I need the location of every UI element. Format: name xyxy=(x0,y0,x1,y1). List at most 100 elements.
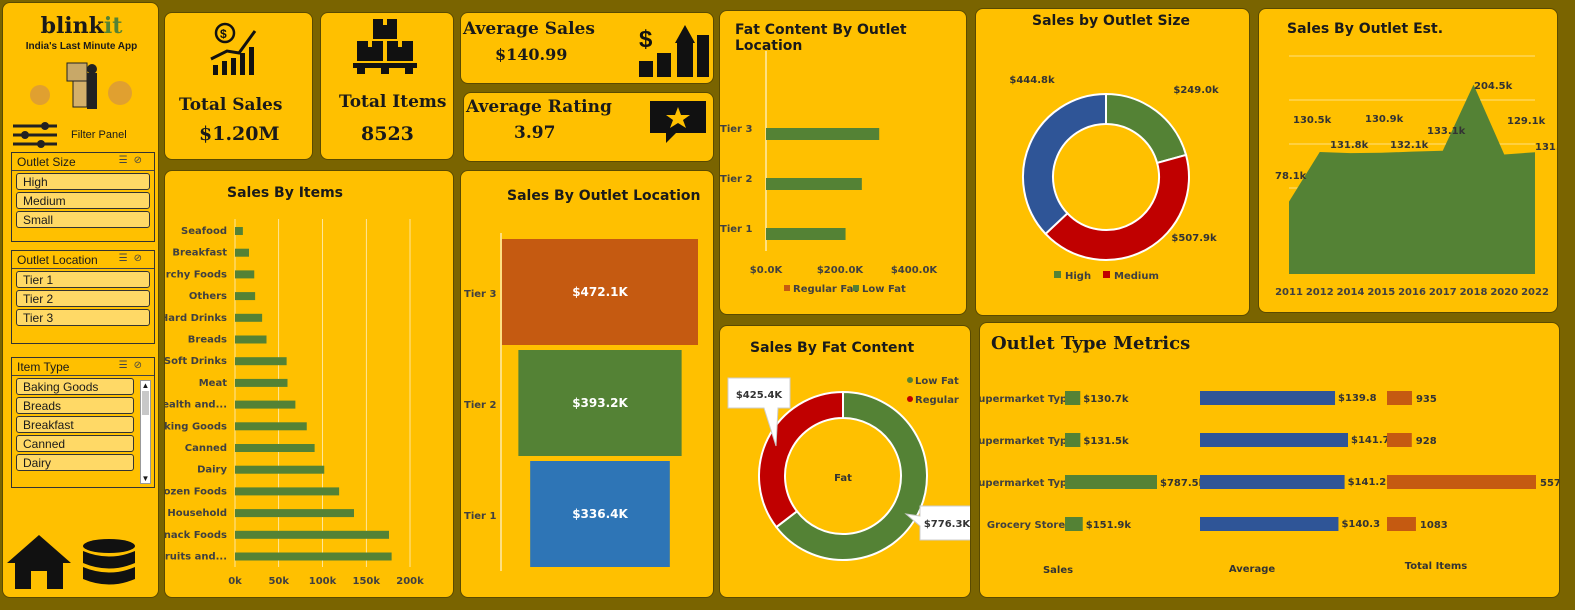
donut-slice xyxy=(758,390,844,529)
bar xyxy=(235,530,389,539)
sales-growth-icon: $ xyxy=(210,22,257,75)
data-label: 133.1k xyxy=(1427,126,1466,137)
data-label: $141.7 xyxy=(1351,435,1390,446)
bar xyxy=(530,461,670,567)
slicer-item-dairy[interactable]: Dairy xyxy=(16,454,134,471)
multiselect-clear-icon[interactable]: ☰⊘ xyxy=(118,155,148,166)
data-label: 130.5k xyxy=(1293,115,1332,126)
data-label: $393.2K xyxy=(572,396,628,410)
bar xyxy=(518,350,682,456)
bar xyxy=(1200,433,1348,447)
tick-label: 150k xyxy=(352,576,380,587)
bar xyxy=(235,509,354,518)
data-label: $787.5k xyxy=(1160,478,1206,489)
chart-title: Sales By Outlet Est. xyxy=(1287,21,1444,37)
bar xyxy=(1065,391,1081,405)
sales-by-location-card: Sales By Outlet Location Tier 3 $472.1K Ti… xyxy=(460,170,714,598)
category-label: Breakfast xyxy=(172,248,227,259)
category-label: Tier 2 xyxy=(464,400,496,411)
bar xyxy=(235,270,255,279)
filter-sliders-icon[interactable] xyxy=(11,121,59,149)
data-label: $139.8 xyxy=(1338,393,1377,404)
sales-by-size-card: Sales by Outlet Size $249.0k $507.9k $444.… xyxy=(975,8,1250,316)
bar xyxy=(1200,475,1345,489)
slicer-item-high[interactable]: High xyxy=(16,173,150,190)
bar xyxy=(235,552,392,561)
legend-label: Medium xyxy=(1114,271,1159,282)
tick-label: $0.0K xyxy=(750,265,784,276)
sales-by-fat-chart: Fat Low Fat Regular $425.4K $776.3K xyxy=(727,376,970,561)
data-label: $507.9k xyxy=(1171,233,1217,244)
bar xyxy=(235,292,256,301)
category-label: Tier 3 xyxy=(720,124,752,135)
category-label: Household xyxy=(167,508,227,519)
tick-label: 2016 xyxy=(1398,287,1426,298)
tick-label: 2011 xyxy=(1275,287,1303,298)
legend-label: Regular xyxy=(915,395,959,406)
kpi-average-rating: Average Rating 3.97 xyxy=(463,92,714,162)
data-label: 5577 xyxy=(1540,478,1560,489)
slicer-item-breads[interactable]: Breads xyxy=(16,397,134,414)
donut-slice xyxy=(774,390,928,561)
bar xyxy=(1387,517,1416,531)
bar xyxy=(1200,517,1339,531)
slicer-item-breakfast[interactable]: Breakfast xyxy=(16,416,134,433)
tick-label: 100k xyxy=(309,576,337,587)
home-icon[interactable] xyxy=(5,533,73,591)
category-label: Starchy Foods xyxy=(165,269,227,280)
donut-center-label: Fat xyxy=(834,473,852,484)
donut-slice xyxy=(1044,153,1190,261)
slicer-item-small[interactable]: Small xyxy=(16,211,150,228)
sales-by-est-chart: 78.1k 131.8k 130.5k 130.9k 132.1k 133.1k 204.5… xyxy=(1275,55,1557,298)
legend-swatch xyxy=(1103,271,1110,278)
average-sales-value: $140.99 xyxy=(495,45,568,64)
slicer-item-tier1[interactable]: Tier 1 xyxy=(16,271,150,288)
category-label: Breads xyxy=(188,335,227,346)
data-label: $131.5k xyxy=(1083,436,1129,447)
category-label: Supermarket Type2 xyxy=(980,436,1081,447)
category-label: Supermarket Type1 xyxy=(980,478,1081,489)
total-sales-label: Total Sales xyxy=(179,95,283,115)
category-label: Dairy xyxy=(197,465,227,476)
bar xyxy=(1065,433,1081,447)
category-label: Grocery Store xyxy=(987,520,1065,531)
data-label: 131.8k xyxy=(1330,140,1369,151)
slicer-item-canned[interactable]: Canned xyxy=(16,435,134,452)
tick-label: 2015 xyxy=(1367,287,1395,298)
slicer-item-tier2[interactable]: Tier 2 xyxy=(16,290,150,307)
slicer-outlet-size: Outlet Size ☰⊘ High Medium Small xyxy=(11,152,155,242)
slicer-item-tier3[interactable]: Tier 3 xyxy=(16,309,150,326)
total-sales-value: $1.20M xyxy=(199,123,280,145)
svg-text:$: $ xyxy=(220,27,227,41)
multiselect-clear-icon[interactable]: ☰⊘ xyxy=(118,253,148,264)
bar xyxy=(766,228,846,240)
bar xyxy=(235,465,325,474)
bar xyxy=(1065,475,1157,489)
data-label: 132.1k xyxy=(1390,140,1429,151)
legend-swatch xyxy=(1054,271,1061,278)
slicer-scrollbar[interactable]: ▲ ▼ xyxy=(140,380,151,484)
category-label: Meat xyxy=(199,378,227,389)
average-sales-label: Average Sales xyxy=(463,19,595,39)
category-label: Fruits and... xyxy=(165,552,227,563)
star-rating-icon xyxy=(650,101,706,143)
chart-title: Sales By Outlet Location xyxy=(507,188,701,204)
database-icon[interactable] xyxy=(79,538,139,592)
donut-slice xyxy=(1105,92,1188,165)
sales-by-size-chart: $249.0k $507.9k $444.8k High Medium xyxy=(1009,75,1219,282)
data-label: 928 xyxy=(1416,436,1437,447)
bar xyxy=(235,313,263,322)
legend-label: Regular Fat xyxy=(793,284,858,295)
average-rating-label: Average Rating xyxy=(466,97,612,117)
data-label: $249.0k xyxy=(1173,85,1219,96)
bar xyxy=(235,444,315,452)
multiselect-clear-icon[interactable]: ☰⊘ xyxy=(118,360,148,371)
average-rating-value: 3.97 xyxy=(514,123,556,143)
kpi-total-items: Total Items 8523 xyxy=(320,12,454,160)
slicer-item-medium[interactable]: Medium xyxy=(16,192,150,209)
legend-swatch xyxy=(907,377,913,383)
data-label: $336.4K xyxy=(572,507,628,521)
area-series xyxy=(1289,84,1535,274)
series-label: Sales xyxy=(1043,565,1073,576)
slicer-item-baking-goods[interactable]: Baking Goods xyxy=(16,378,134,395)
